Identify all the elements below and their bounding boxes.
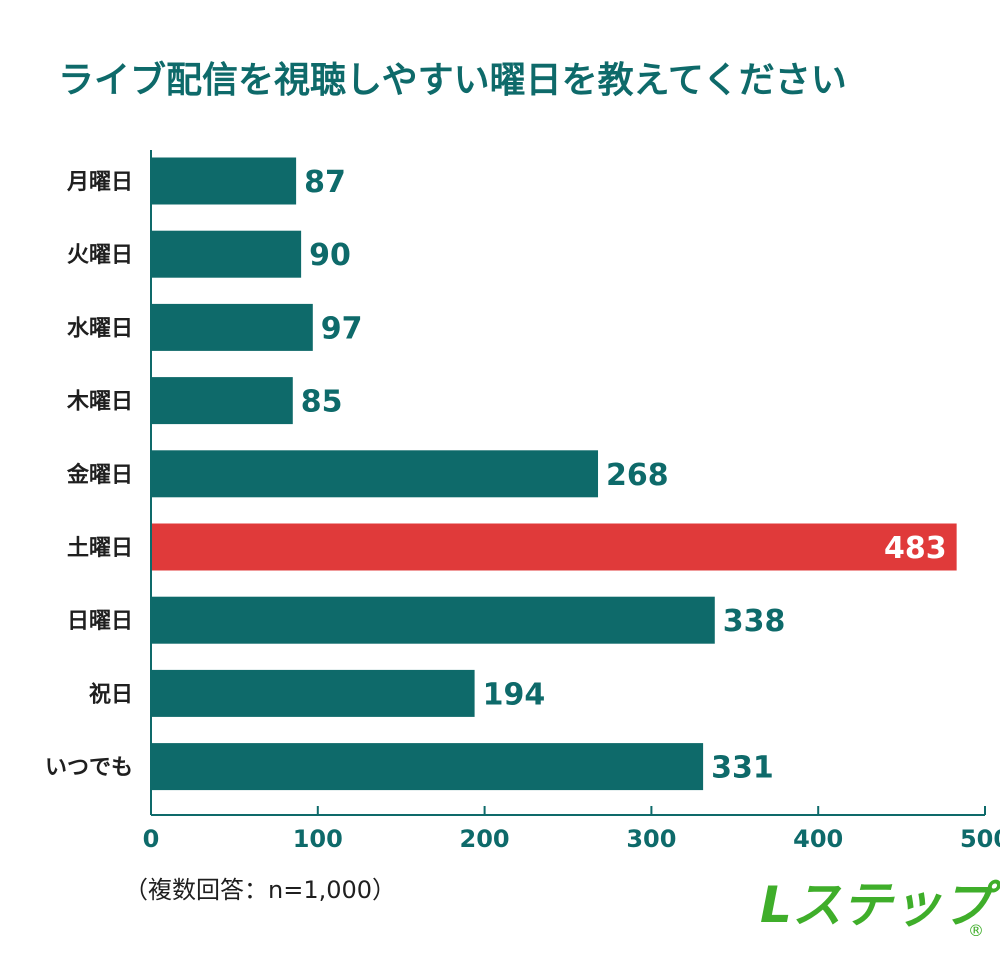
value-label-6: 483 <box>884 531 947 566</box>
category-label-1: 月曜日 <box>66 170 133 195</box>
chart-title: ライブ配信を視聴しやすい曜日を教えてください <box>58 59 847 101</box>
value-label-3: 97 <box>321 311 363 346</box>
bar-6 <box>151 523 957 571</box>
lstep-logo: Lステップ ® <box>759 875 1000 941</box>
category-label-8: 祝日 <box>89 682 133 707</box>
category-label-4: 木曜日 <box>66 390 133 415</box>
category-label-6: 土曜日 <box>67 536 133 561</box>
x-tick-label-1: 0 <box>143 825 160 853</box>
bars-layer <box>151 157 957 791</box>
sample-note: （複数回答：n=1,000） <box>124 876 396 904</box>
bar-3 <box>151 303 313 351</box>
value-label-4: 85 <box>301 385 343 420</box>
value-label-2: 90 <box>309 238 351 273</box>
category-label-7: 日曜日 <box>67 609 133 634</box>
value-label-7: 338 <box>723 604 786 639</box>
x-axis: 0 100 200 300 400 500 <box>143 806 1000 853</box>
x-tick-label-6: 500 <box>960 825 1000 853</box>
value-label-9: 331 <box>711 751 774 786</box>
bar-9 <box>151 743 704 791</box>
bar-1 <box>151 157 297 205</box>
category-label-5: 金曜日 <box>66 462 133 488</box>
category-label-2: 火曜日 <box>67 243 133 268</box>
value-label-5: 268 <box>606 458 669 493</box>
bar-5 <box>151 450 599 498</box>
x-tick-label-3: 200 <box>460 825 510 853</box>
registered-mark: ® <box>968 921 984 940</box>
bar-7 <box>151 596 715 644</box>
bar-4 <box>151 377 293 425</box>
category-label-3: 水曜日 <box>67 316 133 341</box>
logo-text: Lステップ <box>760 876 1000 934</box>
x-tick-label-2: 100 <box>293 825 343 853</box>
category-label-9: いつでも <box>45 756 133 781</box>
x-tick-label-4: 300 <box>626 825 676 853</box>
x-tick-label-5: 400 <box>793 825 843 853</box>
bar-8 <box>151 669 475 717</box>
value-labels: 87 90 97 85 268 483 338 194 331 <box>301 165 947 786</box>
value-label-1: 87 <box>304 165 346 200</box>
value-label-8: 194 <box>483 677 546 712</box>
bar-2 <box>151 230 302 278</box>
